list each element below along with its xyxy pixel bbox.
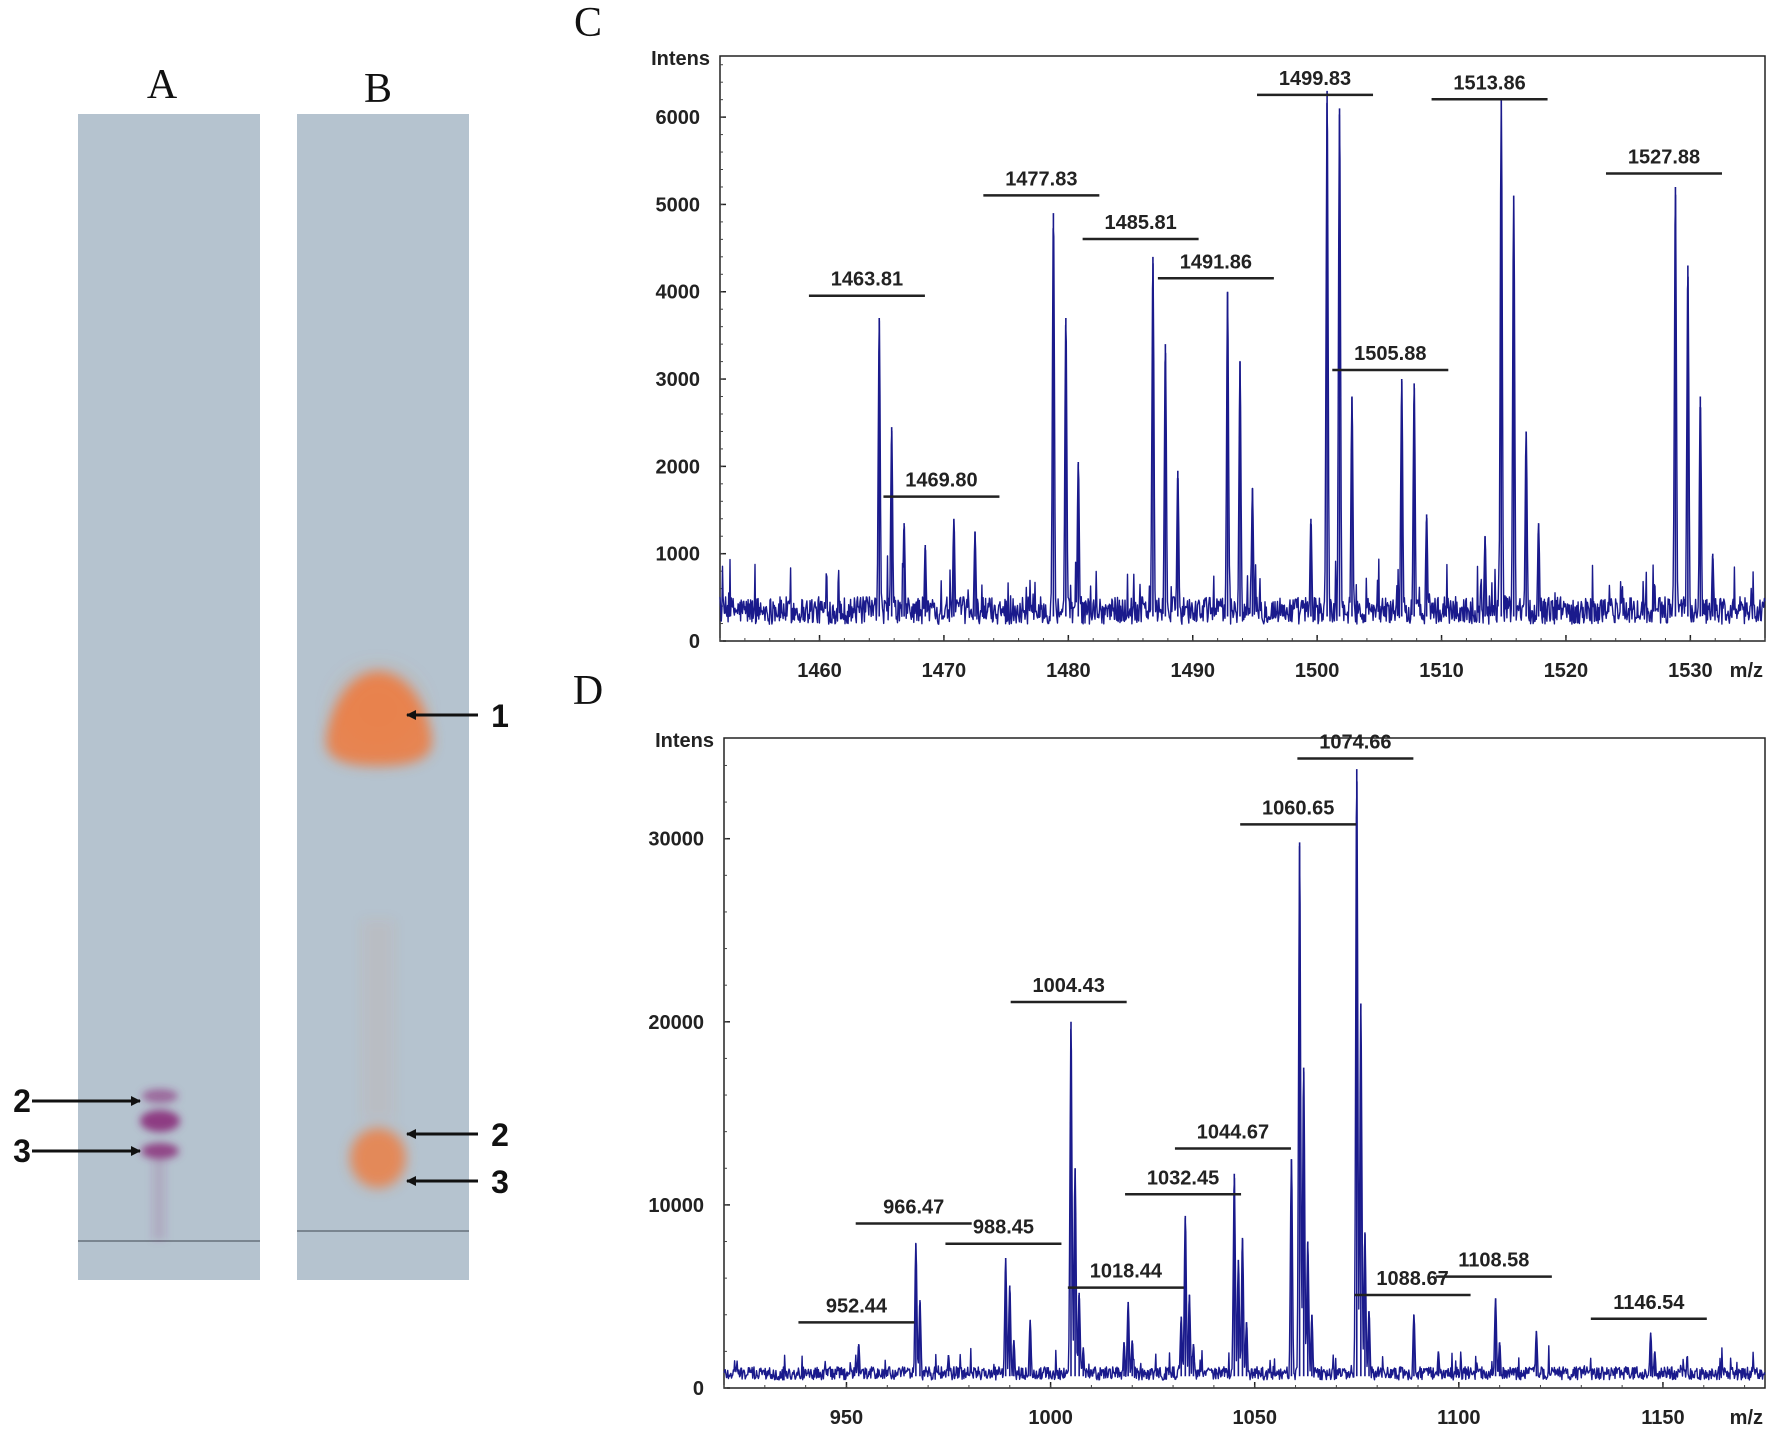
spectrum-c: Intens m/z 0 1000 2000 3000 4000 5000 6000 1460 14… <box>651 48 1766 682</box>
spectrum-d-annotation-label: 1004.43 <box>1033 975 1105 997</box>
spectrum-c-xtick-label: 1470 <box>922 660 967 682</box>
spectrum-d-xtick-label: 1050 <box>1232 1407 1277 1429</box>
spectrum-c-ytick-label: 5000 <box>656 194 701 216</box>
plate-b-band-1 <box>326 672 432 766</box>
tlc-plate-b <box>297 114 469 1280</box>
spectrum-d: Intens m/z 0 10000 20000 30000 950 1000 1050 1100… <box>648 730 1766 1429</box>
spectrum-c-xtick-label: 1530 <box>1668 660 1713 682</box>
label-b-1: 1 <box>491 698 509 734</box>
spectrum-c-xtick-label: 1510 <box>1419 660 1464 682</box>
spectrum-c-ytick-label: 0 <box>689 631 700 653</box>
spectrum-c-xtick-label: 1480 <box>1046 660 1091 682</box>
spectrum-c-frame <box>719 55 1766 642</box>
spectrum-c-annotation-label: 1491.86 <box>1180 251 1252 273</box>
spectrum-c-ytick-label: 1000 <box>656 544 701 566</box>
spectrum-d-ylabel: Intens <box>655 730 714 752</box>
spectrum-d-trace <box>723 781 1766 1381</box>
spectrum-d-annotation-label: 1032.45 <box>1147 1167 1219 1189</box>
spectrum-d-annotation-label: 1108.58 <box>1458 1250 1529 1272</box>
plate-a-band-2 <box>140 1110 180 1132</box>
spectrum-c-annotation-label: 1463.81 <box>831 269 903 291</box>
plate-a-streak <box>152 1160 166 1240</box>
tlc-arrows: 2 3 1 2 3 <box>13 698 509 1200</box>
label-a-2: 2 <box>13 1083 31 1119</box>
spectrum-d-annotation-label: 1060.65 <box>1262 797 1334 819</box>
plate-b-band-2-3 <box>350 1128 406 1188</box>
spectrum-c-ytick-label: 4000 <box>656 282 701 304</box>
label-b-2: 2 <box>491 1117 509 1153</box>
spectrum-c-xtick-label: 1520 <box>1544 660 1589 682</box>
spectrum-d-annotation-label: 988.45 <box>973 1217 1034 1239</box>
spectrum-c-xtick-label: 1490 <box>1170 660 1215 682</box>
panel-letter-b: B <box>364 66 392 112</box>
spectrum-d-ytick-label: 0 <box>693 1378 704 1400</box>
spectrum-c-annotation-label: 1469.80 <box>905 470 977 492</box>
spectrum-c-xlabel: m/z <box>1730 660 1763 682</box>
spectrum-d-xtick-label: 1000 <box>1028 1407 1073 1429</box>
spectrum-d-annotation-label: 1044.67 <box>1197 1121 1269 1143</box>
plate-a-band-2-upper <box>142 1089 178 1103</box>
plate-a-background <box>78 114 260 1280</box>
spectrum-c-ylabel: Intens <box>651 48 710 70</box>
panel-letter-c: C <box>574 0 602 46</box>
spectrum-d-annotation-label: 1074.66 <box>1319 731 1391 753</box>
spectrum-d-ytick-label: 20000 <box>648 1012 704 1034</box>
spectrum-d-annotation-label: 1088.67 <box>1376 1268 1448 1290</box>
spectrum-c-ytick-label: 6000 <box>656 107 701 129</box>
tlc-plate-a <box>78 114 260 1280</box>
spectrum-d-annotation-label: 1018.44 <box>1090 1261 1163 1283</box>
spectrum-c-annotation-label: 1527.88 <box>1628 147 1700 169</box>
spectrum-c-xtick-label: 1500 <box>1295 660 1340 682</box>
spectrum-c-annotation-label: 1505.88 <box>1354 343 1426 365</box>
spectrum-d-annotation-label: 1146.54 <box>1613 1292 1685 1314</box>
panel-letter-d: D <box>573 668 603 714</box>
spectrum-c-ytick-label: 3000 <box>656 369 701 391</box>
spectrum-d-xtick-label: 1100 <box>1437 1407 1480 1429</box>
spectrum-d-annotation-label: 952.44 <box>826 1295 888 1317</box>
spectrum-d-annotation-label: 966.47 <box>883 1197 944 1219</box>
spectrum-d-xlabel: m/z <box>1730 1407 1763 1429</box>
spectrum-c-annotation-label: 1499.83 <box>1279 68 1351 90</box>
spectrum-c-trace <box>719 98 1766 625</box>
spectrum-c-ytick-label: 2000 <box>656 456 701 478</box>
spectrum-c-xtick-label: 1460 <box>797 660 842 682</box>
spectrum-d-frame <box>723 737 1766 1389</box>
spectrum-c-annotation-label: 1513.86 <box>1453 72 1525 94</box>
spectrum-c-annotation-label: 1477.83 <box>1005 168 1077 190</box>
plate-a-band-3 <box>141 1143 179 1159</box>
spectrum-d-ytick-label: 10000 <box>648 1195 704 1217</box>
plate-b-streak <box>362 920 394 1120</box>
spectrum-d-ytick-label: 30000 <box>648 829 704 851</box>
label-b-3: 3 <box>491 1164 509 1200</box>
spectrum-c-annotation-label: 1485.81 <box>1104 212 1176 234</box>
spectrum-d-xtick-label: 950 <box>830 1407 863 1429</box>
spectrum-d-xtick-label: 1150 <box>1641 1407 1684 1429</box>
label-a-3: 3 <box>13 1133 31 1169</box>
panel-letter-a: A <box>147 62 178 108</box>
